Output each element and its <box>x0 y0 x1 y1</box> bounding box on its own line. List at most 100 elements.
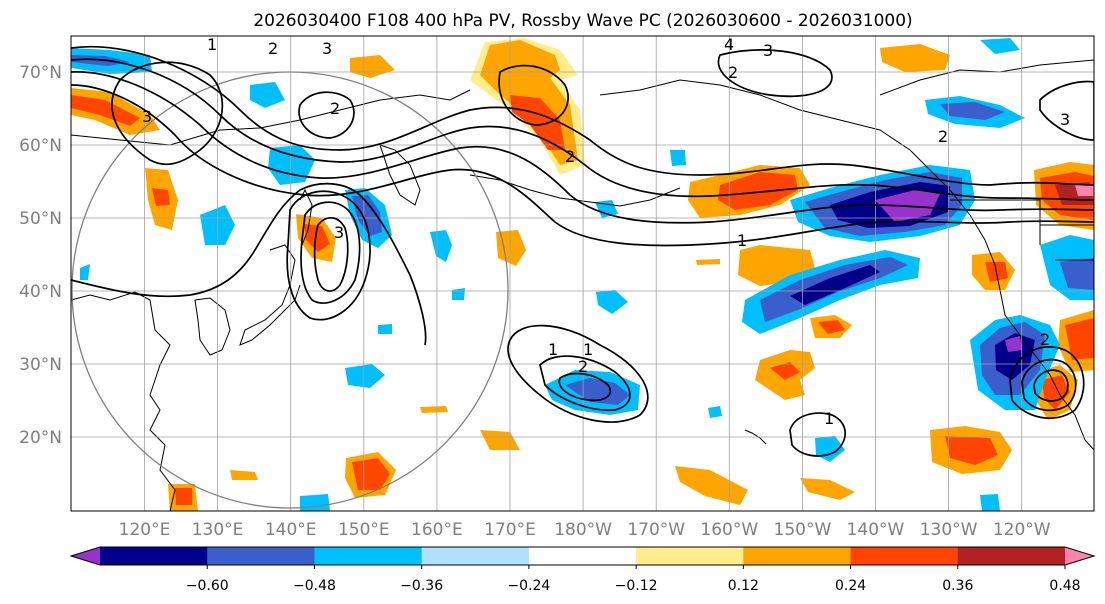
pv-contour <box>71 182 427 346</box>
pv-contour <box>498 64 569 126</box>
colorbar-outline <box>69 546 1096 566</box>
colorbar-tick-label: 0.48 <box>1049 578 1080 594</box>
contour-label: 2 <box>578 357 588 376</box>
pv-contour <box>298 91 355 139</box>
negative-anomaly <box>565 378 630 405</box>
negative-anomaly <box>345 364 385 388</box>
latitude-label: 20°N <box>19 428 62 448</box>
negative-anomaly <box>708 406 722 418</box>
longitude-labels: 120°E 130°E 140°E 150°E 160°E 170°E 180°W 170°W… <box>119 520 1051 540</box>
longitude-label: 160°E <box>411 520 463 540</box>
coastline-sakhalin-kurils <box>299 188 313 246</box>
negative-anomaly <box>80 264 90 280</box>
latitude-label: 50°N <box>19 209 62 229</box>
negative-anomaly <box>378 324 392 334</box>
contour-label: 3 <box>1060 110 1070 129</box>
coastline-na-west <box>969 214 1094 451</box>
negative-anomaly <box>980 38 1020 54</box>
negative-anomaly <box>250 82 285 108</box>
contour-label: 4 <box>724 35 734 54</box>
positive-anomaly <box>71 95 140 126</box>
pv-contour <box>1021 358 1077 412</box>
pv-contour <box>1033 369 1069 402</box>
colorbar-segment <box>636 547 744 565</box>
negative-anomaly <box>995 333 1035 380</box>
positive-anomaly <box>1065 318 1094 360</box>
range-circle <box>71 71 509 509</box>
positive-anomaly <box>818 320 845 334</box>
colorbar-segment <box>743 547 852 565</box>
longitude-label: 160°W <box>700 520 758 540</box>
pv-contour <box>558 372 612 402</box>
negative-anomaly <box>940 102 1005 120</box>
map-title: 2026030400 F108 400 hPa PV, Rossby Wave … <box>253 11 912 31</box>
latitude-label: 40°N <box>19 282 62 302</box>
pv-contour <box>507 324 649 423</box>
contour-label: 3 <box>763 41 773 60</box>
colorbar-segment <box>100 547 208 565</box>
contour-label: 2 <box>1040 330 1050 349</box>
pv-anomaly-shading <box>71 38 1094 511</box>
longitude-label: 180°W <box>554 520 612 540</box>
longitude-label: 170°W <box>627 520 685 540</box>
positive-anomaly <box>770 362 800 380</box>
longitude-label: 130°W <box>920 520 978 540</box>
colorbar-tick-label: 0.36 <box>942 578 973 594</box>
positive-anomaly <box>175 488 192 505</box>
latitude-labels: 70°N 60°N 50°N 40°N 30°N 20°N <box>19 63 62 448</box>
negative-anomaly <box>352 195 382 236</box>
pv-contour <box>71 58 1094 201</box>
positive-anomaly <box>800 478 855 500</box>
contour-label: 1 <box>583 340 593 359</box>
longitude-label: 120°E <box>119 520 171 540</box>
colorbar-tick-label: −0.36 <box>400 578 443 594</box>
pv-contour <box>286 190 371 321</box>
negative-anomaly <box>430 230 452 262</box>
pv-contour <box>789 412 846 457</box>
coastline-korea <box>194 297 231 356</box>
border-lines <box>950 199 1094 261</box>
pv-contour <box>71 45 1094 186</box>
positive-anomaly <box>352 458 390 490</box>
coastline-hawaii <box>744 429 767 445</box>
contour-label: 2 <box>728 63 738 82</box>
latitude-label: 30°N <box>19 355 62 375</box>
colorbar-tick-label: −0.60 <box>186 578 229 594</box>
pv-contour <box>71 84 1094 247</box>
pv-contour <box>71 71 1094 224</box>
positive-anomaly <box>1075 184 1094 196</box>
pv-contour <box>300 201 361 304</box>
longitude-label: 120°W <box>993 520 1051 540</box>
positive-anomaly <box>304 224 330 252</box>
map-background <box>71 36 1094 511</box>
negative-anomaly <box>452 288 465 300</box>
negative-anomaly <box>670 150 686 166</box>
contour-label: 3 <box>142 107 152 126</box>
negative-anomaly <box>980 494 1000 511</box>
longitude-label: 150°W <box>774 520 832 540</box>
colorbar-tick-label: −0.24 <box>507 578 550 594</box>
contour-label: 2 <box>938 127 948 146</box>
longitude-label: 150°E <box>338 520 390 540</box>
contour-label: 2 <box>268 39 278 58</box>
colorbar-tick-label: 0.24 <box>835 578 866 594</box>
contour-label: 1 <box>207 35 217 54</box>
positive-anomaly <box>718 172 798 210</box>
positive-anomaly <box>152 188 170 206</box>
longitude-label: 170°E <box>484 520 536 540</box>
pv-contour <box>1009 346 1085 419</box>
map-panel: 1 2 3 3 2 3 2 4 3 2 1 2 3 1 1 2 1 2 <box>71 35 1094 511</box>
colorbar-segment <box>528 547 637 565</box>
positive-anomaly <box>496 230 526 266</box>
coastlines <box>71 59 1094 511</box>
negative-anomaly <box>790 265 880 305</box>
colorbar: −0.60 −0.48 −0.36 −0.24 −0.12 0.12 0.24 0.36 0.4… <box>69 546 1096 594</box>
latitude-label: 60°N <box>19 136 62 156</box>
colorbar-tick-label: −0.48 <box>293 578 336 594</box>
pv-contour <box>717 49 833 98</box>
positive-anomaly <box>675 466 748 505</box>
colorbar-segment <box>421 547 530 565</box>
colorbar-tick-label: 0.12 <box>728 578 759 594</box>
contour-label: 1 <box>824 409 834 428</box>
